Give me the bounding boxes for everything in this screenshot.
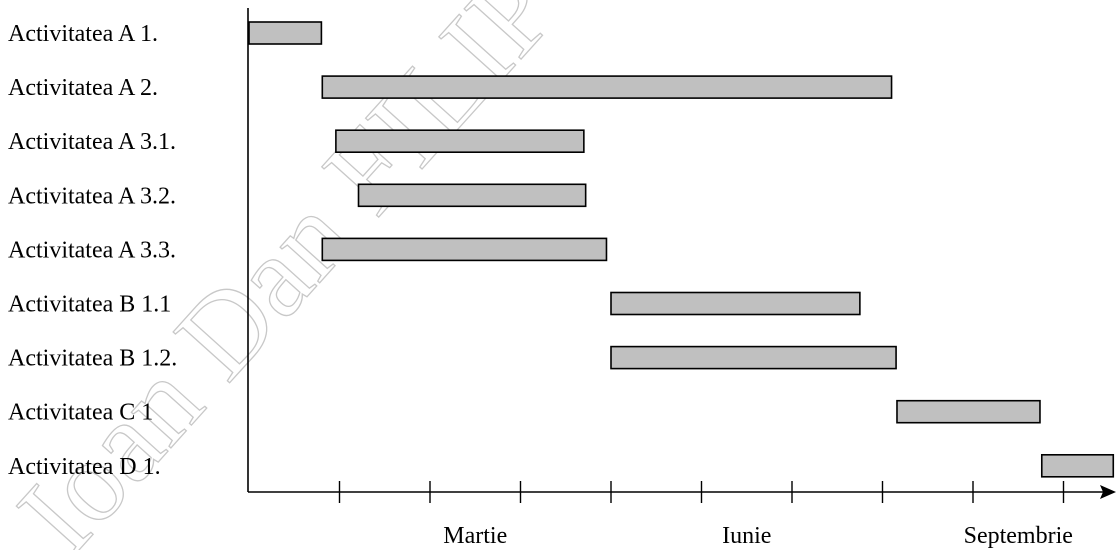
month-label: Septembrie [964,523,1073,549]
task-label: Activitatea A 2. [8,75,158,101]
task-bar [610,291,861,316]
task-bar [335,129,585,153]
x-axis-ticks [338,481,1065,503]
x-axis-labels: Martie Iunie Septembrie [443,523,1073,549]
task-label: Activitatea A 3.2. [8,183,176,209]
month-label: Iunie [722,523,771,549]
task-bars [248,21,1115,478]
task-label: Activitatea D 1. [8,454,161,480]
task-label: Activitatea B 1.1 [8,292,171,318]
task-label: Activitatea B 1.2. [8,346,177,372]
task-bar [896,399,1041,424]
task-bar [610,345,897,370]
task-bar [357,183,587,208]
task-bar [321,75,893,99]
task-bar [321,237,608,262]
task-bar [1040,453,1115,478]
task-labels: Activitatea A 1. Activitatea A 2. Activita… [8,21,177,480]
task-label: Activitatea C 1 [8,400,153,426]
task-bar [248,21,323,45]
task-label: Activitatea A 3.1. [8,129,176,155]
x-axis-arrowhead [1100,485,1116,499]
task-label: Activitatea A 1. [8,21,158,47]
month-label: Martie [443,523,507,549]
task-label: Activitatea A 3.3. [8,237,176,263]
